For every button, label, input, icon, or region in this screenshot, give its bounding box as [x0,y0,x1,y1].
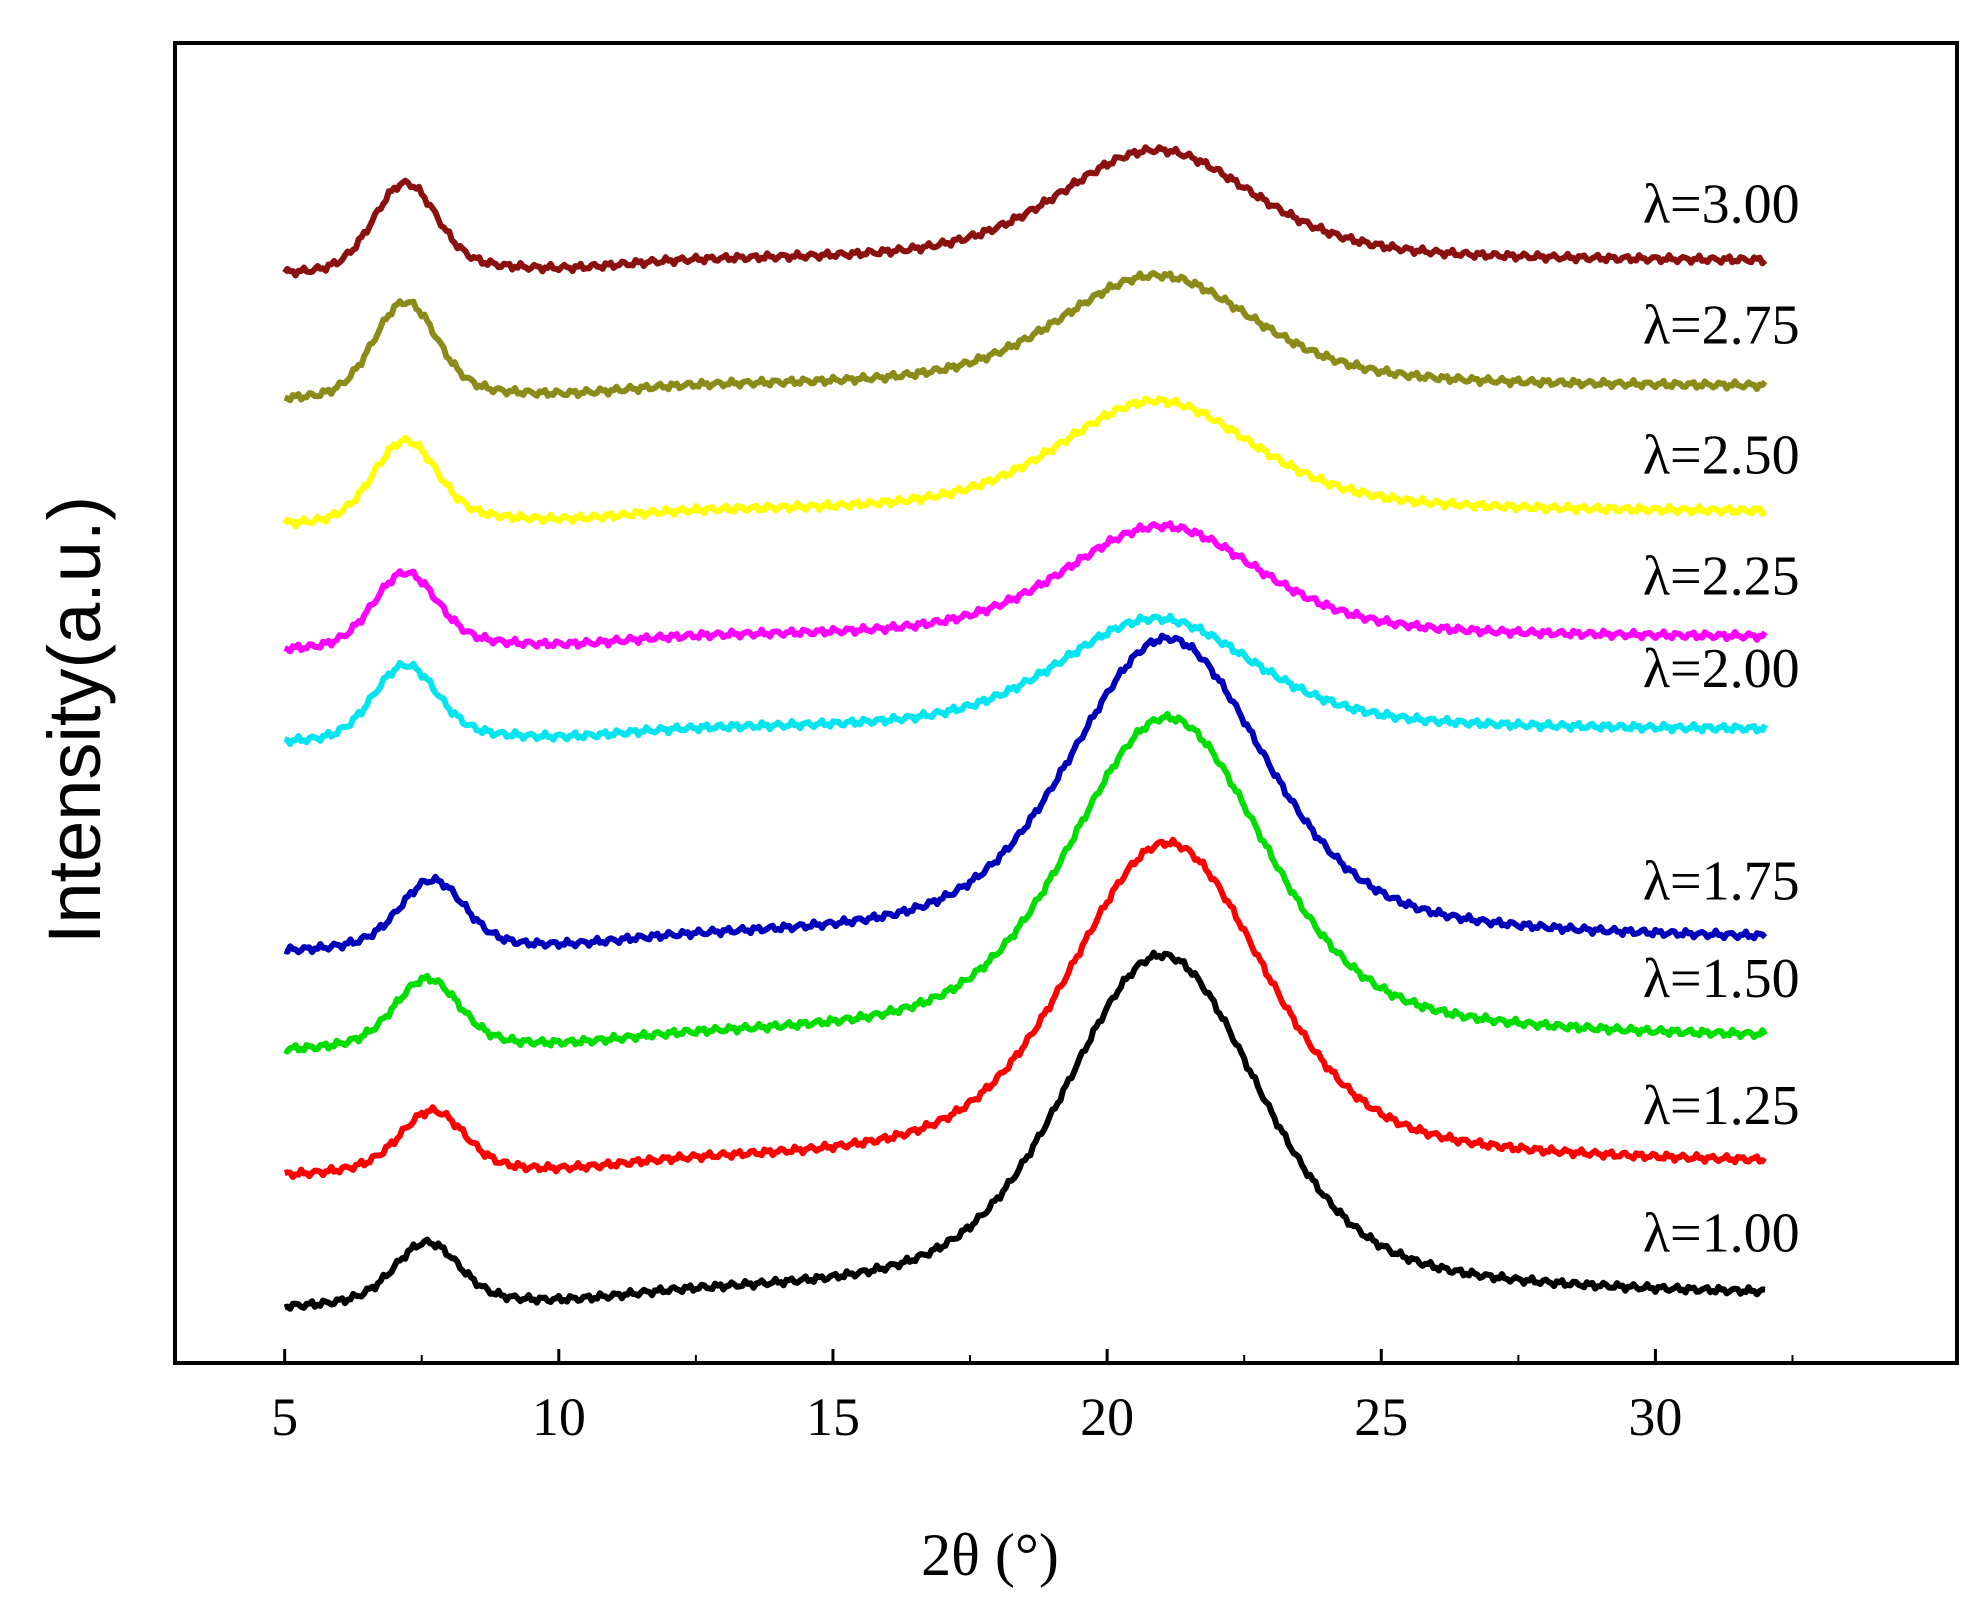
x-tick-label-5: 5 [271,1387,298,1447]
x-axis-label: 2θ (°) [921,1522,1059,1588]
series-line-5 [283,612,1768,747]
series-line-7 [282,395,1768,530]
series-label-3: λ=1.50 [1643,948,1800,1010]
x-tick-label-30: 30 [1628,1387,1682,1447]
series-label-8: λ=2.75 [1643,295,1800,357]
series-label-4: λ=1.75 [1643,850,1800,912]
x-tick-label-25: 25 [1354,1387,1408,1447]
x-tick-label-20: 20 [1080,1387,1134,1447]
series-line-6 [283,520,1768,655]
series-line-3 [283,711,1768,1055]
x-axis-ticks [283,1349,1794,1363]
y-axis-label: Intensity(a.u.) [33,496,116,944]
series-label-2: λ=1.25 [1643,1075,1800,1137]
plot-frame [173,41,1959,1365]
series-labels: λ=1.00 λ=1.25 λ=1.50 λ=1.75 λ=2.00 λ=2.25 λ=2.… [1643,173,1800,1264]
series-line-2 [283,836,1767,1180]
x-tick-label-10: 10 [532,1387,586,1447]
series-label-9: λ=3.00 [1643,173,1800,235]
series-label-7: λ=2.50 [1643,424,1800,486]
x-tick-label-15: 15 [806,1387,860,1447]
series-group [282,144,1768,1312]
series-line-4 [283,632,1768,956]
series-line-1 [283,949,1766,1312]
x-axis-tick-labels: 5 10 15 20 25 30 [271,1387,1682,1447]
series-label-1: λ=1.00 [1643,1203,1800,1265]
series-line-8 [283,270,1768,404]
series-label-6: λ=2.25 [1643,545,1800,607]
series-line-9 [282,144,1768,279]
series-label-5: λ=2.00 [1643,638,1800,700]
